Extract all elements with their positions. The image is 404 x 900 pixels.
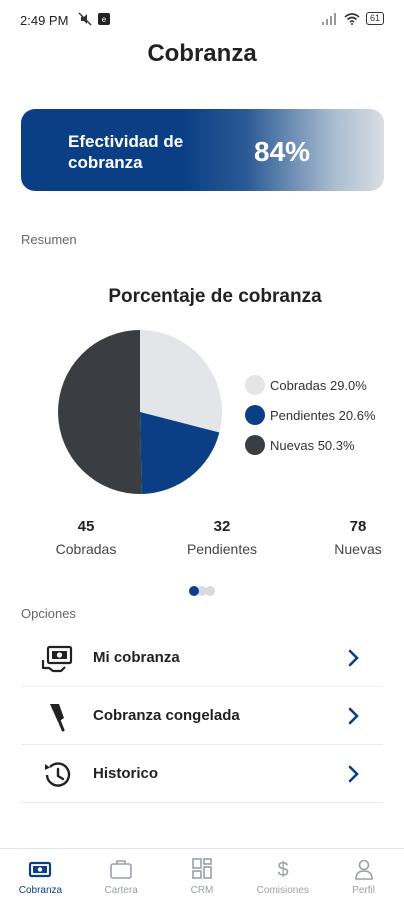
- nav-item-crm[interactable]: CRM: [162, 849, 243, 900]
- stat-cobradas-count: 45: [77, 518, 95, 535]
- legend-item-nuevas: Nuevas 50.3%: [245, 430, 376, 460]
- page-dot[interactable]: [205, 586, 215, 596]
- option-historico[interactable]: Historico: [21, 746, 383, 803]
- stat-nuevas: 78 Nuevas: [303, 518, 404, 557]
- pie-slice-pendientes: [140, 412, 220, 494]
- chevron-right-icon: [348, 707, 359, 725]
- nav-label-cartera: Cartera: [104, 885, 138, 896]
- page-dot-active[interactable]: [189, 586, 199, 596]
- option-mi-cobranza[interactable]: Mi cobranza: [21, 630, 383, 687]
- wifi-icon: [344, 12, 360, 25]
- chart-legend: Cobradas 29.0% Pendientes 20.6% Nuevas 5…: [245, 370, 376, 460]
- status-left-icons: e: [78, 12, 110, 26]
- pie-chart: [57, 330, 222, 494]
- legend-item-cobradas: Cobradas 29.0%: [245, 370, 376, 400]
- grid-icon: [192, 858, 212, 879]
- stat-cobradas: 45 Cobradas: [31, 518, 141, 557]
- nav-label-perfil: Perfil: [352, 885, 375, 896]
- cash-icon: [41, 645, 73, 673]
- efectividad-label: Efectividad de cobranza: [68, 132, 184, 172]
- stat-pendientes-count: 32: [213, 518, 231, 535]
- opciones-label: Opciones: [21, 606, 76, 621]
- nav-item-comisiones[interactable]: $ Comisiones: [242, 849, 323, 900]
- chevron-right-icon: [348, 649, 359, 667]
- stat-nuevas-count: 78: [349, 518, 367, 535]
- pie-slice-nuevas: [57, 330, 142, 494]
- popsicle-icon: [50, 704, 65, 732]
- efectividad-value: 84%: [254, 136, 311, 167]
- battery-icon: 61: [365, 12, 384, 25]
- page-dot[interactable]: [197, 586, 207, 596]
- app-notification-icon: e: [98, 13, 110, 25]
- nav-label-cobranza: Cobranza: [18, 885, 63, 896]
- mute-icon: [78, 12, 92, 26]
- option-historico-label: Historico: [93, 765, 159, 782]
- svg-text:e: e: [102, 15, 107, 24]
- legend-label-nuevas: Nuevas 50.3%: [270, 437, 355, 453]
- stat-pendientes-label: Pendientes: [186, 541, 258, 557]
- bottom-nav: Cobranza Cartera CRM $ Comisiones Perfil: [0, 848, 404, 900]
- option-cobranza-congelada[interactable]: Cobranza congelada: [21, 688, 383, 745]
- option-mi-cobranza-label: Mi cobranza: [93, 649, 180, 666]
- nav-item-cartera[interactable]: Cartera: [81, 849, 162, 900]
- svg-text:$: $: [277, 859, 288, 880]
- nav-item-cobranza[interactable]: Cobranza: [0, 849, 81, 900]
- status-right-icons: 61: [321, 12, 384, 25]
- efectividad-card: Efectividad de cobranza 84%: [21, 109, 384, 191]
- legend-item-pendientes: Pendientes 20.6%: [245, 400, 376, 430]
- dollar-icon: $: [277, 859, 288, 880]
- legend-swatch-cobradas: [245, 375, 265, 395]
- page-indicator[interactable]: [189, 586, 215, 596]
- resumen-label: Resumen: [21, 232, 77, 247]
- user-icon: [354, 859, 373, 880]
- history-icon: [45, 762, 71, 787]
- legend-swatch-nuevas: [245, 435, 265, 455]
- status-bar: 2:49 PM e 61: [0, 0, 404, 40]
- cash-icon: [29, 861, 52, 878]
- chevron-right-icon: [348, 765, 359, 783]
- stat-cobradas-label: Cobradas: [55, 541, 117, 557]
- legend-swatch-pendientes: [245, 405, 265, 425]
- page-title: Cobranza: [147, 40, 257, 67]
- pie-slice-cobradas: [140, 330, 222, 433]
- nav-label-comisiones: Comisiones: [256, 885, 309, 896]
- status-time: 2:49 PM: [20, 13, 69, 28]
- legend-label-pendientes: Pendientes 20.6%: [270, 407, 376, 423]
- signal-icon: [321, 12, 336, 25]
- legend-label-cobradas: Cobradas 29.0%: [270, 377, 367, 393]
- option-cobranza-congelada-label: Cobranza congelada: [93, 707, 240, 724]
- stat-pendientes: 32 Pendientes: [167, 518, 277, 557]
- chart-title: Porcentaje de cobranza: [108, 286, 322, 307]
- nav-label-crm: CRM: [190, 885, 214, 896]
- stat-nuevas-label: Nuevas: [334, 541, 382, 557]
- briefcase-icon: [110, 860, 132, 879]
- nav-item-perfil[interactable]: Perfil: [323, 849, 404, 900]
